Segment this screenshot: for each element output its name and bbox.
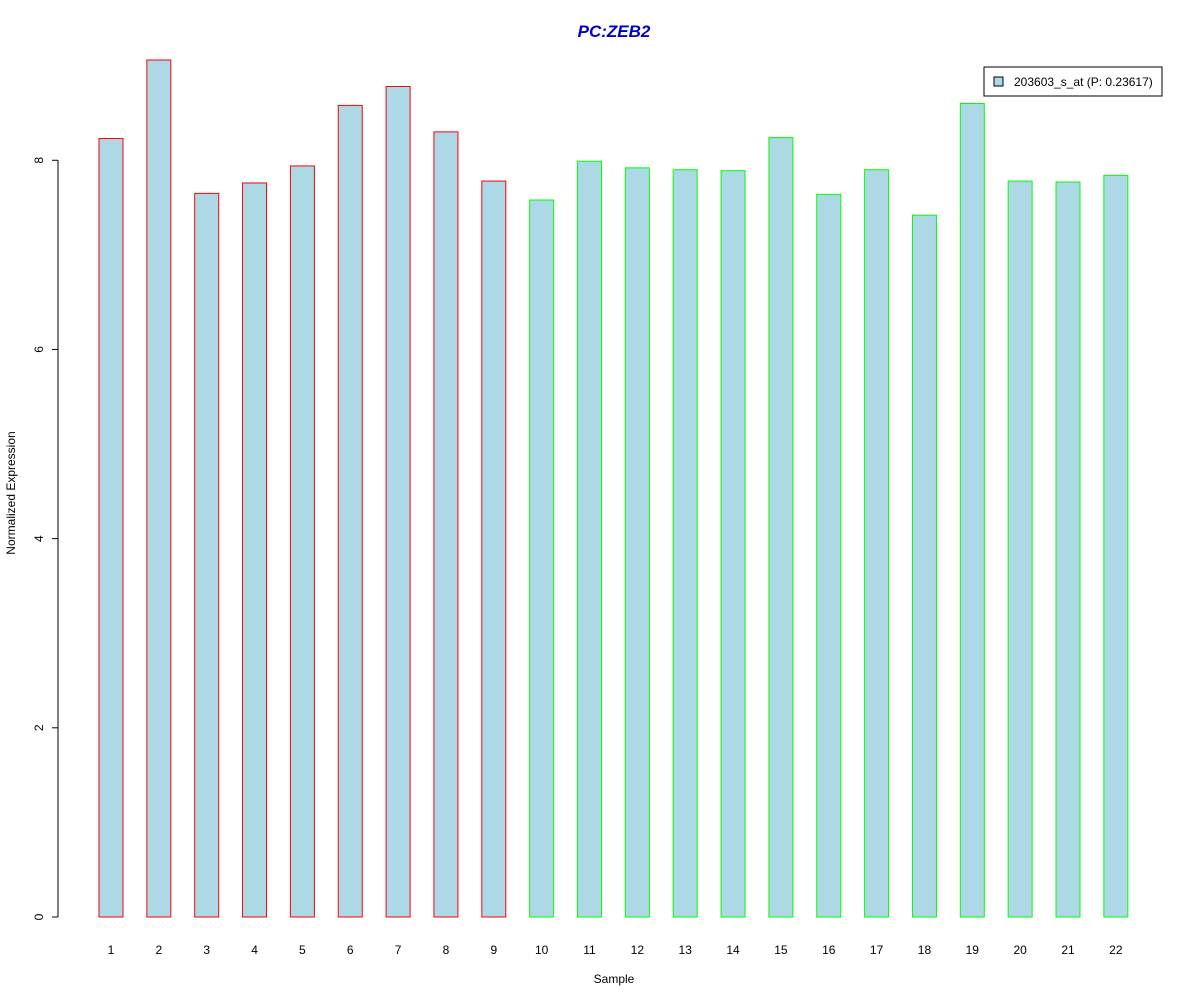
- bar-sample-16: [816, 193, 842, 918]
- bar-sample-3: [194, 192, 220, 918]
- legend: 203603_s_at (P: 0.23617): [983, 66, 1163, 97]
- x-tick-label: 20: [1013, 943, 1027, 957]
- bar-sample-9: [481, 180, 507, 918]
- x-tick-label: 21: [1061, 943, 1075, 957]
- bar-sample-7: [385, 85, 411, 918]
- x-tick-label: 2: [156, 943, 163, 957]
- x-tick-label: 18: [918, 943, 932, 957]
- y-tick-label: 4: [32, 535, 46, 542]
- x-tick-label: 11: [583, 943, 596, 957]
- y-axis: 0 2 4 6 8: [32, 157, 59, 920]
- bar-sample-5: [289, 165, 315, 918]
- x-tick-label: 9: [490, 943, 497, 957]
- legend-label: 203603_s_at (P: 0.23617): [1014, 75, 1153, 89]
- x-tick-label: 15: [774, 943, 788, 957]
- bars: [98, 59, 1129, 918]
- bar-sample-4: [242, 182, 268, 918]
- x-tick-label: 4: [251, 943, 258, 957]
- bar-sample-22: [1103, 174, 1129, 918]
- x-tick-label: 13: [679, 943, 693, 957]
- x-tick-label: 16: [822, 943, 836, 957]
- y-tick-label: 8: [32, 157, 46, 164]
- bar-sample-1: [98, 138, 124, 918]
- x-tick-label: 17: [870, 943, 884, 957]
- x-tick-label: 12: [631, 943, 645, 957]
- bar-sample-6: [337, 104, 363, 918]
- x-tick-label: 5: [299, 943, 306, 957]
- x-tick-label: 14: [726, 943, 740, 957]
- bar-sample-10: [529, 199, 555, 918]
- bar-sample-19: [959, 103, 985, 918]
- bar-sample-18: [911, 214, 937, 918]
- x-tick-label: 7: [395, 943, 402, 957]
- x-tick-label: 1: [108, 943, 115, 957]
- bar-sample-11: [577, 160, 602, 918]
- x-axis-tick-labels: 1 2 3 4 5 6 7 8 9 10 11 12 13 14 15 16 17 18 19 20 21 22: [108, 943, 1123, 957]
- legend-swatch: [993, 76, 1004, 87]
- x-tick-label: 3: [203, 943, 210, 957]
- y-axis-label: Normalized Expression: [4, 431, 18, 554]
- x-tick-label: 10: [535, 943, 549, 957]
- bar-sample-20: [1007, 180, 1033, 918]
- y-tick-label: 0: [32, 913, 46, 920]
- x-axis-label: Sample: [594, 972, 635, 986]
- x-tick-label: 6: [347, 943, 354, 957]
- bar-sample-17: [864, 169, 890, 918]
- x-tick-label: 22: [1109, 943, 1123, 957]
- bar-sample-15: [768, 137, 794, 918]
- y-tick-label: 6: [32, 346, 46, 353]
- legend-box: [983, 66, 1163, 97]
- x-tick-label: 19: [966, 943, 980, 957]
- x-tick-label: 8: [443, 943, 450, 957]
- bar-sample-14: [720, 170, 746, 918]
- bar-sample-13: [672, 169, 698, 918]
- chart-title: PC:ZEB2: [578, 22, 651, 41]
- bar-sample-8: [433, 131, 459, 918]
- y-tick-label: 2: [32, 724, 46, 731]
- bar-sample-2: [146, 59, 172, 918]
- bar-sample-12: [624, 167, 650, 918]
- bar-sample-21: [1055, 181, 1081, 918]
